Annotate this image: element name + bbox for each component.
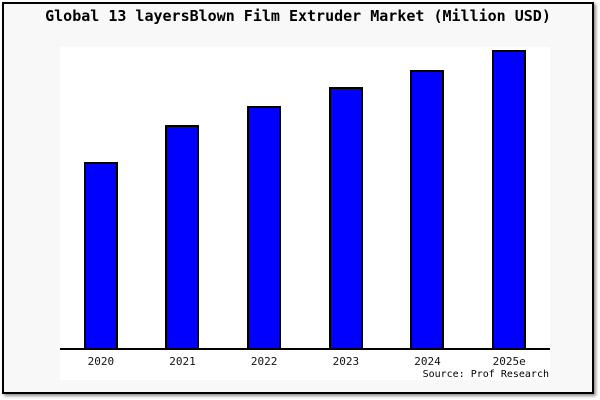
bar-slot-2024: 2024 <box>387 47 469 368</box>
bar-2022 <box>247 106 282 348</box>
bar-slot-2023: 2023 <box>305 47 387 368</box>
bar-2024 <box>410 69 445 348</box>
x-tick-label-2022: 2022 <box>250 355 278 368</box>
chart-frame: Global 13 layersBlown Film Extruder Mark… <box>2 2 594 394</box>
x-tick-label-2024: 2024 <box>414 355 441 368</box>
x-tick-label-2025e: 2025e <box>492 355 526 368</box>
bar-slot-2021: 2021 <box>142 47 224 368</box>
bar-slot-2025e: 2025e <box>468 47 550 368</box>
bar-slot-2020: 2020 <box>60 47 142 368</box>
chart-canvas: 2020 2021 2022 2023 2024 2025e Source: Prof R… <box>60 47 550 380</box>
x-tick-label-2020: 2020 <box>87 355 115 368</box>
bar-2020 <box>83 162 118 348</box>
x-tick-label-2023: 2023 <box>332 355 360 368</box>
chart-title: Global 13 layersBlown Film Extruder Mark… <box>45 7 551 25</box>
bar-2023 <box>328 86 363 348</box>
bar-2025e <box>492 49 527 348</box>
source-note: Source: Prof Research <box>422 369 549 380</box>
x-tick-label-2021: 2021 <box>169 355 196 368</box>
bar-2021 <box>165 125 200 348</box>
plot-area: 2020 2021 2022 2023 2024 2025e <box>60 47 550 368</box>
bar-slot-2022: 2022 <box>223 47 305 368</box>
